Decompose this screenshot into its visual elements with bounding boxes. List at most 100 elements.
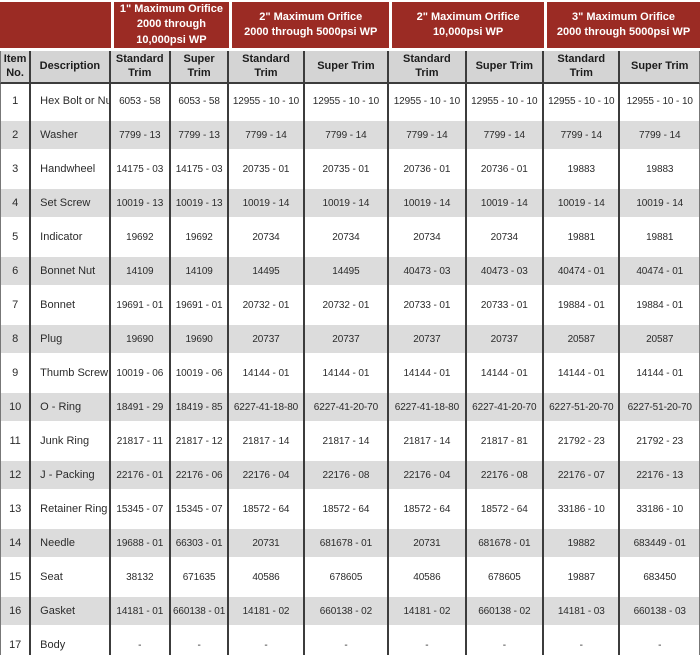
part-number-cell: 681678 - 01 xyxy=(304,526,390,561)
group-header-1in-orifice: 1" Maximum Orifice 2000 through 10,000ps… xyxy=(110,2,230,52)
item-number-cell: 6 xyxy=(0,254,32,289)
item-number-cell: 8 xyxy=(0,322,32,357)
part-number-cell: 10019 - 14 xyxy=(620,186,700,221)
col-header-trim: Standard Trim xyxy=(389,51,467,85)
part-number-cell: - xyxy=(467,628,545,655)
part-number-cell: 21817 - 14 xyxy=(229,424,305,459)
part-number-cell: 7799 - 13 xyxy=(110,118,171,153)
part-number-cell: 660138 - 01 xyxy=(170,594,230,629)
part-number-cell: 40473 - 03 xyxy=(466,254,545,289)
part-number-cell: 660138 - 02 xyxy=(304,594,390,629)
part-number-cell: 14181 - 03 xyxy=(544,594,621,629)
col-header-trim: Super Trim xyxy=(304,51,390,85)
col-header-trim: Super Trim xyxy=(170,51,230,85)
table-body: 1 Hex Bolt or Nut 6053 - 58 6053 - 58 12… xyxy=(0,84,700,655)
group-header-line2: 10,000psi WP xyxy=(432,26,504,39)
part-number-cell: 14109 xyxy=(170,254,230,289)
part-number-cell: 19691 - 01 xyxy=(111,288,171,323)
part-number-cell: 21817 - 81 xyxy=(467,424,545,459)
group-header-line1: 2" Maximum Orifice xyxy=(259,10,363,23)
group-header-line1: 2" Maximum Orifice xyxy=(416,10,520,23)
part-number-cell: - xyxy=(171,628,230,655)
part-number-cell: 6053 - 58 xyxy=(171,84,230,119)
part-number-cell: 18572 - 64 xyxy=(229,492,305,527)
part-number-cell: 22176 - 04 xyxy=(229,458,305,493)
group-header-2in-10000-orifice: 2" Maximum Orifice 10,000psi WP xyxy=(389,2,545,52)
item-number-cell: 4 xyxy=(0,186,32,221)
item-number-cell: 9 xyxy=(0,356,32,391)
part-number-cell: 33186 - 10 xyxy=(544,492,621,527)
part-number-cell: 19884 - 01 xyxy=(544,288,621,323)
part-number-cell: 6227-41-20-70 xyxy=(304,390,390,425)
column-header-row: Item No. Description Standard Trim Super… xyxy=(0,51,700,85)
item-number-cell: 7 xyxy=(0,288,32,323)
part-number-cell: 14175 - 03 xyxy=(171,152,230,187)
part-number-cell: 40474 - 01 xyxy=(544,254,621,289)
item-number-cell: 13 xyxy=(0,492,32,527)
description-cell: O - Ring xyxy=(31,390,111,425)
description-cell: Junk Ring xyxy=(31,424,111,459)
part-number-cell: 19884 - 01 xyxy=(620,288,700,323)
part-number-cell: 14144 - 01 xyxy=(389,356,467,391)
part-number-cell: 660138 - 02 xyxy=(466,594,545,629)
col-header-trim: Standard Trim xyxy=(229,51,305,85)
part-number-cell: 671635 xyxy=(171,560,230,595)
part-number-cell: 20737 xyxy=(304,322,390,357)
part-number-cell: 19883 xyxy=(620,152,700,187)
part-number-cell: 20731 xyxy=(389,526,467,561)
part-number-cell: - xyxy=(229,628,305,655)
part-number-cell: 678605 xyxy=(467,560,545,595)
table-row: 16 Gasket 14181 - 01 660138 - 01 14181 -… xyxy=(0,594,700,629)
part-number-cell: 20734 xyxy=(305,220,390,255)
part-number-cell: 20732 - 01 xyxy=(229,288,305,323)
part-number-cell: 6227-51-20-70 xyxy=(620,390,700,425)
part-number-cell: 10019 - 14 xyxy=(389,186,467,221)
part-number-cell: 7799 - 14 xyxy=(389,118,467,153)
part-number-cell: 12955 - 10 - 10 xyxy=(389,84,467,119)
part-number-cell: 14181 - 02 xyxy=(389,594,467,629)
part-number-cell: 22176 - 07 xyxy=(544,458,621,493)
table-row: 8 Plug 19690 19690 20737 20737 20737 207… xyxy=(0,322,700,357)
group-header-line2: 2000 through 5000psi WP xyxy=(244,26,378,39)
part-number-cell: 21792 - 23 xyxy=(620,424,700,459)
part-number-cell: 14144 - 01 xyxy=(620,356,700,391)
part-number-cell: 683449 - 01 xyxy=(620,526,700,561)
item-number-cell: 2 xyxy=(0,118,32,153)
part-number-cell: 20733 - 01 xyxy=(467,288,545,323)
table-row: 6 Bonnet Nut 14109 14109 14495 14495 404… xyxy=(0,254,700,289)
description-cell: Gasket xyxy=(31,594,111,629)
part-number-cell: 12955 - 10 - 10 xyxy=(620,84,700,119)
part-number-cell: 7799 - 13 xyxy=(170,118,230,153)
part-number-cell: 66303 - 01 xyxy=(170,526,230,561)
part-number-cell: 10019 - 14 xyxy=(229,186,305,221)
item-number-cell: 16 xyxy=(0,594,32,629)
part-number-cell: 40473 - 03 xyxy=(389,254,467,289)
part-number-cell: 40586 xyxy=(389,560,467,595)
part-number-cell: 20587 xyxy=(544,322,621,357)
part-number-cell: 12955 - 10 - 10 xyxy=(229,84,305,119)
part-number-cell: 19690 xyxy=(110,322,171,357)
part-number-cell: 22176 - 13 xyxy=(620,458,700,493)
group-header-line1: 1" Maximum Orifice xyxy=(119,3,223,15)
part-number-cell: 6053 - 58 xyxy=(111,84,171,119)
item-number-cell: 1 xyxy=(0,84,32,119)
group-header-3in-orifice: 3" Maximum Orifice 2000 through 5000psi … xyxy=(544,2,700,52)
part-number-cell: 20736 - 01 xyxy=(467,152,545,187)
part-number-cell: 21817 - 12 xyxy=(171,424,230,459)
col-header-item-no: Item No. xyxy=(0,51,32,85)
part-number-cell: 38132 xyxy=(111,560,171,595)
part-number-cell: 19887 xyxy=(544,560,621,595)
group-header-line2: 2000 through 5000psi WP xyxy=(556,26,691,39)
part-number-cell: 14144 - 01 xyxy=(229,356,305,391)
part-number-cell: 40586 xyxy=(229,560,305,595)
part-number-cell: 10019 - 06 xyxy=(171,356,230,391)
description-cell: Bonnet Nut xyxy=(31,254,111,289)
part-number-cell: 7799 - 14 xyxy=(544,118,621,153)
part-number-cell: 14175 - 03 xyxy=(111,152,171,187)
part-number-cell: 19688 - 01 xyxy=(110,526,171,561)
table-row: 12 J - Packing 22176 - 01 22176 - 06 221… xyxy=(0,458,700,493)
item-number-cell: 12 xyxy=(0,458,32,493)
item-number-cell: 11 xyxy=(0,424,32,459)
